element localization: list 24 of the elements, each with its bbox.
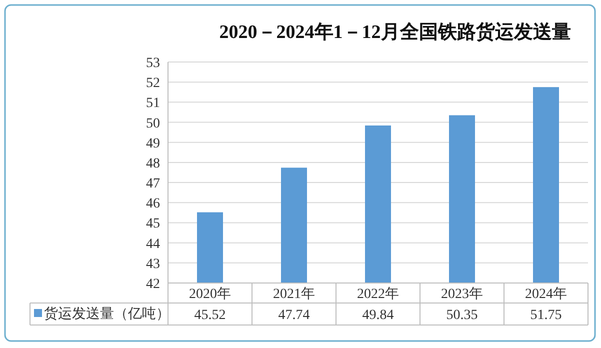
y-tick-label: 45 — [146, 216, 160, 232]
y-tick-label: 51 — [146, 96, 160, 112]
y-tick-label: 46 — [146, 196, 160, 212]
x-tick-label: 2024年 — [525, 286, 567, 302]
data-label: 50.35 — [446, 308, 478, 323]
y-tick-label: 44 — [146, 236, 160, 252]
y-tick-label: 42 — [146, 277, 160, 292]
data-label: 47.74 — [278, 308, 310, 323]
data-label: 45.52 — [194, 308, 226, 323]
y-tick-label: 52 — [146, 76, 160, 92]
x-tick-label: 2020年 — [189, 286, 231, 302]
data-label: 49.84 — [362, 308, 394, 323]
chart-title: 2020－2024年1－12月全国铁路货运发送量 — [219, 21, 571, 43]
y-tick-label: 49 — [146, 136, 160, 152]
y-tick-label: 47 — [146, 176, 160, 192]
y-tick-label: 50 — [146, 116, 160, 132]
y-tick-label: 53 — [146, 56, 160, 71]
y-tick-label: 48 — [146, 156, 160, 172]
data-label: 51.75 — [530, 308, 562, 323]
x-tick-label: 2023年 — [441, 286, 483, 302]
x-tick-label: 2022年 — [357, 286, 399, 302]
x-tick-label: 2021年 — [273, 286, 315, 302]
y-tick-label: 43 — [146, 256, 160, 272]
legend-label: 货运发送量（亿吨） — [44, 306, 170, 322]
